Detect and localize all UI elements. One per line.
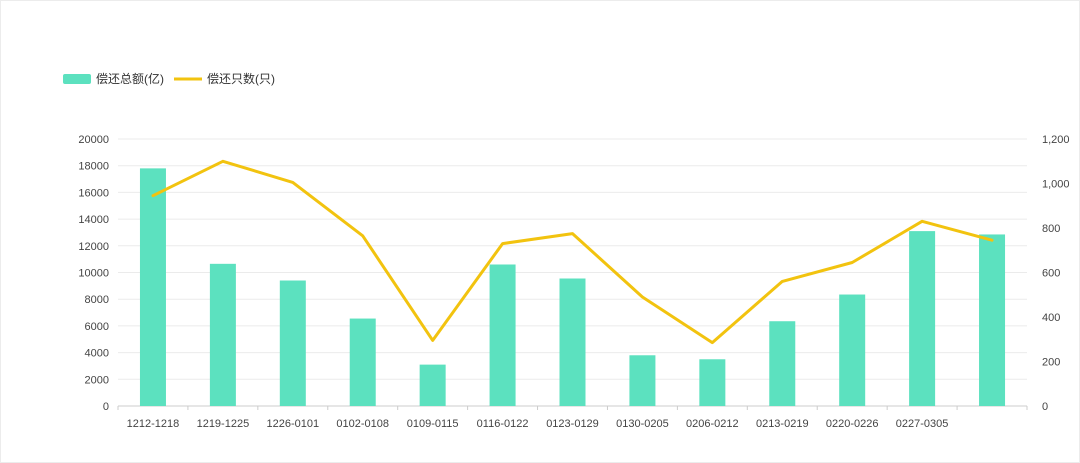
y-left-tick-label: 0: [103, 401, 109, 413]
bar: [349, 318, 376, 406]
bar: [909, 231, 936, 406]
x-tick-label: 0220-0226: [826, 418, 879, 430]
x-tick-label: 0116-0122: [477, 418, 529, 430]
y-left-tick-label: 6000: [85, 321, 109, 333]
bar: [629, 355, 656, 406]
y-right-tick-label: 0: [1042, 401, 1048, 413]
y-left-tick-label: 14000: [78, 214, 109, 226]
legend-label: 偿还只数(只): [207, 71, 275, 86]
x-tick-label: 1212-1218: [127, 418, 180, 430]
bar-series: [139, 168, 1006, 406]
y-right-tick-label: 1,000: [1042, 179, 1070, 191]
x-tick-label: 0109-0115: [407, 418, 459, 430]
x-tick-label: 1219-1225: [197, 418, 250, 430]
y-right-tick-label: 600: [1042, 268, 1060, 280]
bar: [769, 321, 796, 406]
y-left-tick-label: 18000: [78, 161, 109, 173]
bar: [699, 359, 726, 406]
y-left-tick-label: 12000: [78, 241, 109, 253]
axes: 0200040006000800010000120001400016000180…: [78, 134, 1069, 430]
y-left-tick-label: 4000: [85, 348, 109, 360]
bar: [839, 294, 866, 406]
y-left-tick-label: 20000: [78, 134, 109, 146]
y-left-tick-label: 8000: [85, 294, 109, 306]
bar: [979, 234, 1006, 406]
y-left-tick-label: 10000: [78, 268, 109, 280]
y-right-tick-label: 800: [1042, 223, 1060, 235]
legend-label: 偿还总额(亿): [96, 71, 164, 86]
bar: [139, 168, 166, 406]
x-tick-label: 0123-0129: [546, 418, 599, 430]
bar: [209, 263, 236, 406]
x-tick-label: 0213-0219: [756, 418, 809, 430]
bar: [559, 278, 586, 406]
legend: 偿还总额(亿) 偿还只数(只): [63, 71, 275, 86]
y-right-tick-label: 200: [1042, 357, 1060, 369]
x-tick-label: 1226-0101: [267, 418, 320, 430]
legend-swatch-bar: [63, 74, 91, 84]
y-left-tick-label: 16000: [78, 187, 109, 199]
line-series: [151, 159, 994, 345]
y-right-tick-label: 1,200: [1042, 134, 1070, 146]
x-tick-label: 0102-0108: [336, 418, 389, 430]
x-tick-label: 0130-0205: [616, 418, 669, 430]
y-right-tick-label: 400: [1042, 312, 1060, 324]
bar: [489, 264, 516, 406]
x-tick-label: 0227-0305: [896, 418, 949, 430]
y-left-tick-label: 2000: [85, 374, 109, 386]
bar: [419, 364, 446, 406]
bar: [279, 280, 306, 406]
x-tick-label: 0206-0212: [686, 418, 739, 430]
